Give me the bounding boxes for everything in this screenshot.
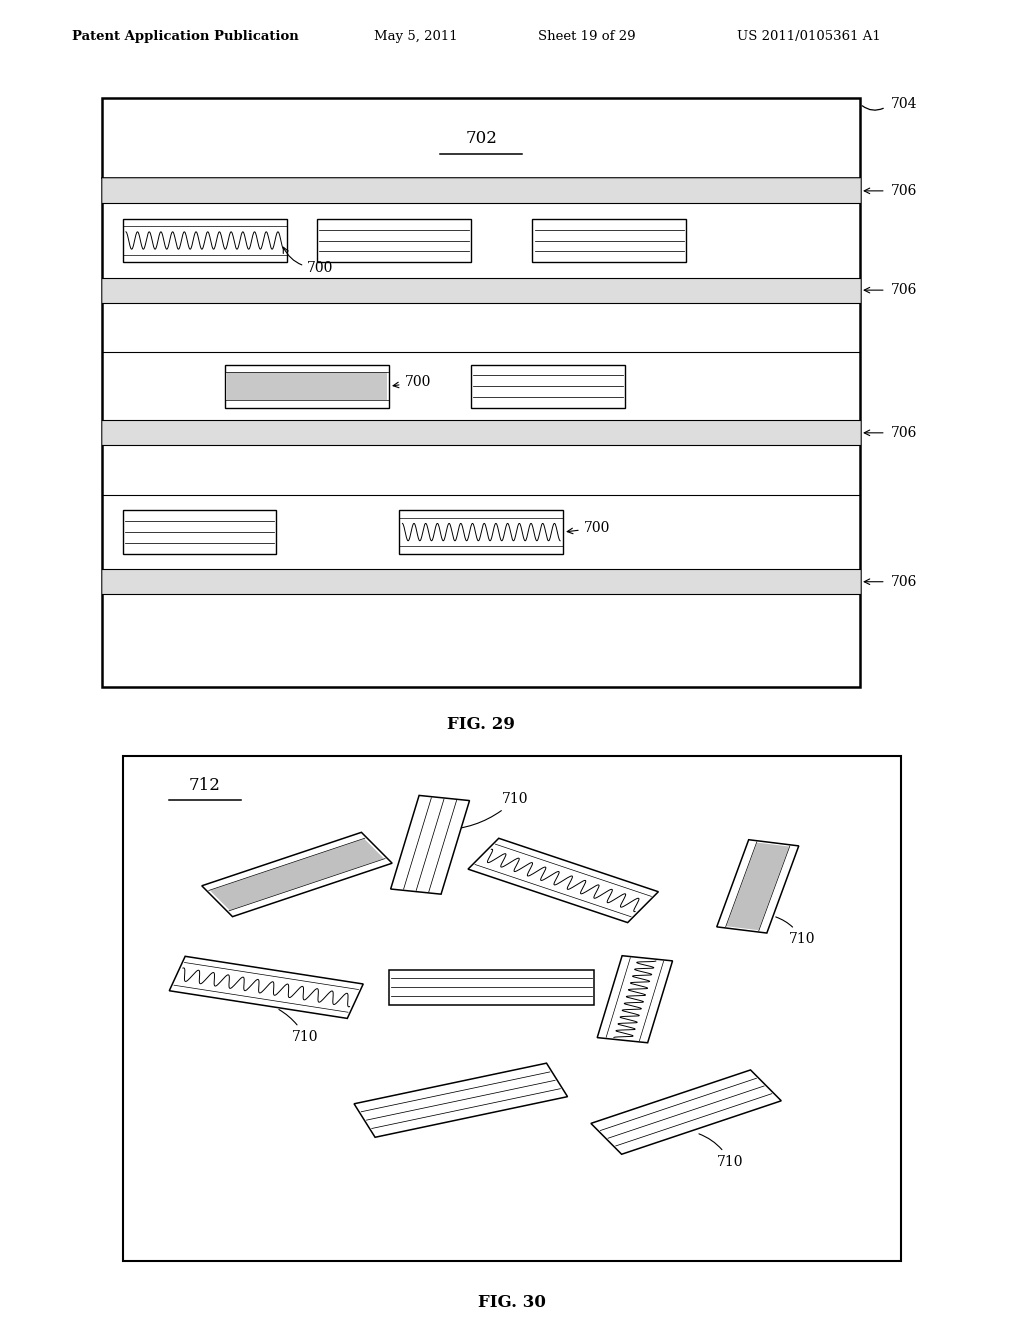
Text: FIG. 30: FIG. 30 xyxy=(478,1294,546,1311)
Bar xyxy=(717,840,799,933)
Bar xyxy=(102,569,860,594)
Bar xyxy=(597,956,673,1043)
Bar xyxy=(471,364,625,408)
Bar xyxy=(225,364,389,408)
Text: US 2011/0105361 A1: US 2011/0105361 A1 xyxy=(737,30,881,42)
Bar xyxy=(532,219,686,263)
Bar xyxy=(399,511,563,554)
Bar xyxy=(102,178,860,203)
Bar xyxy=(468,838,658,923)
FancyArrowPatch shape xyxy=(862,106,884,110)
Bar xyxy=(169,956,364,1019)
Bar xyxy=(227,372,387,400)
Text: Sheet 19 of 29: Sheet 19 of 29 xyxy=(538,30,635,42)
Text: 704: 704 xyxy=(891,96,918,111)
Bar xyxy=(591,1071,781,1154)
Bar xyxy=(202,833,392,916)
Text: 712: 712 xyxy=(188,777,221,793)
Text: 710: 710 xyxy=(279,1010,318,1044)
Bar xyxy=(726,842,790,931)
Text: 700: 700 xyxy=(393,375,431,389)
Text: 710: 710 xyxy=(443,792,528,830)
Text: 700: 700 xyxy=(567,521,610,535)
Text: 710: 710 xyxy=(776,917,815,946)
Text: 706: 706 xyxy=(891,183,918,198)
Bar xyxy=(354,1063,567,1138)
Text: FIG. 29: FIG. 29 xyxy=(447,715,515,733)
Text: 706: 706 xyxy=(891,282,918,297)
Text: May 5, 2011: May 5, 2011 xyxy=(374,30,458,42)
Text: Patent Application Publication: Patent Application Publication xyxy=(72,30,298,42)
Bar xyxy=(102,98,860,688)
Text: 700: 700 xyxy=(284,247,334,275)
Bar xyxy=(123,755,901,1261)
Bar xyxy=(389,969,594,1006)
Text: 706: 706 xyxy=(891,574,918,589)
Bar xyxy=(390,796,470,894)
Text: 702: 702 xyxy=(465,129,498,147)
Bar xyxy=(210,838,384,911)
Bar xyxy=(102,277,860,302)
Bar xyxy=(123,219,287,263)
Bar xyxy=(102,420,860,445)
Text: 706: 706 xyxy=(891,426,918,440)
Bar xyxy=(123,511,276,554)
Text: 710: 710 xyxy=(699,1134,743,1168)
Bar xyxy=(317,219,471,263)
